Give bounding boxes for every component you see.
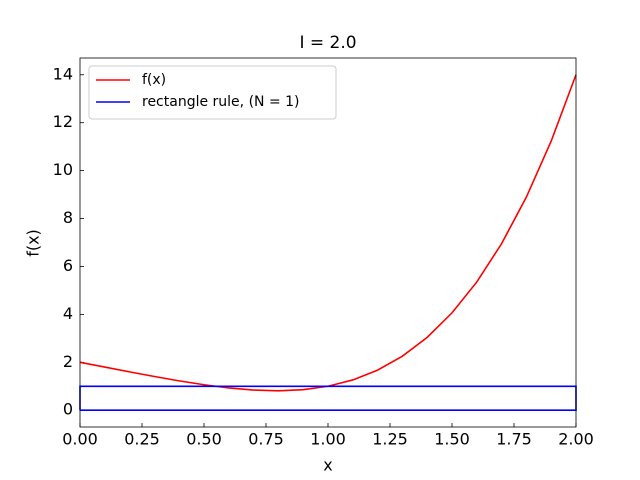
y-tick-label: 2 — [63, 352, 73, 371]
y-tick-label: 6 — [63, 256, 73, 275]
data-line — [79, 74, 577, 392]
y-tick-label: 4 — [63, 304, 73, 323]
x-tick-label: 0.25 — [124, 430, 160, 449]
data-line — [79, 385, 577, 412]
y-tick-label: 8 — [63, 208, 73, 227]
y-axis-label: f(x) — [24, 229, 43, 257]
x-tick-label: 0.00 — [62, 430, 98, 449]
x-tick-label: 2.00 — [558, 430, 594, 449]
y-tick-label: 0 — [63, 400, 73, 419]
legend-label: rectangle rule, (N = 1) — [142, 94, 300, 110]
y-tick-label: 14 — [53, 64, 73, 83]
x-tick-label: 0.50 — [186, 430, 222, 449]
chart-title: I = 2.0 — [299, 33, 356, 53]
y-tick-label: 12 — [53, 112, 73, 131]
x-tick-label: 1.25 — [372, 430, 408, 449]
x-tick-label: 1.50 — [434, 430, 470, 449]
plot-frame — [79, 57, 577, 428]
legend-box — [88, 65, 337, 120]
x-tick-label: 1.00 — [310, 430, 346, 449]
x-tick-label: 0.75 — [248, 430, 284, 449]
x-axis-label: x — [323, 456, 332, 475]
y-tick-label: 10 — [53, 160, 73, 179]
x-tick-label: 1.75 — [496, 430, 532, 449]
legend-label: f(x) — [142, 72, 166, 88]
